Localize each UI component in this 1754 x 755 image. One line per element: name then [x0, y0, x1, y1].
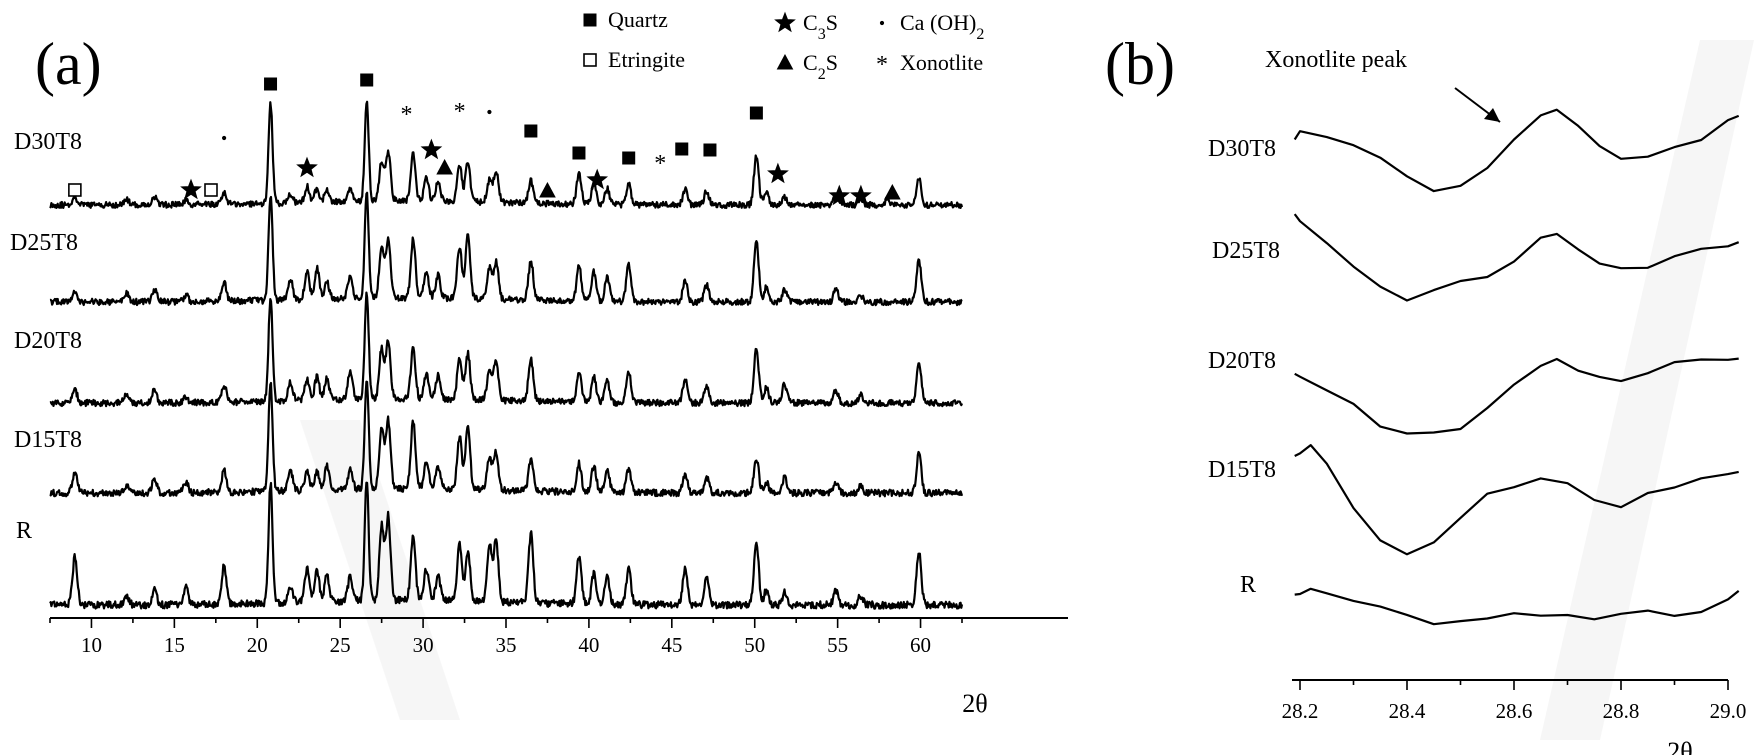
- phase-marker: [296, 156, 318, 178]
- series-label-d30t8: D30T8: [14, 129, 82, 155]
- series-label-d15t8: D15T8: [14, 427, 82, 453]
- zoom-trace-d30t8: [1293, 108, 1740, 193]
- series-label-r: R: [16, 518, 32, 544]
- watermark: [300, 40, 1754, 740]
- phase-marker: [436, 158, 453, 175]
- legend-label: C3S: [803, 10, 838, 43]
- panel-a-x-axis-label: 2θ: [962, 689, 987, 718]
- panel-a: (a) * * * Quartz Etringite C3S C2S Ca (OH)2 * Xo…: [10, 7, 1068, 718]
- phase-marker: [703, 143, 717, 157]
- xrd-trace-r: [49, 481, 964, 610]
- phase-marker: [749, 106, 763, 120]
- panel-a-phase-markers: * * *: [68, 73, 901, 206]
- zoom-series-label-d30t8: D30T8: [1208, 136, 1276, 162]
- legend-symbol: [774, 11, 796, 33]
- x-tick-label: 25: [330, 633, 351, 657]
- phase-marker: *: [654, 151, 666, 177]
- annotation-arrow: [1454, 87, 1501, 123]
- xrd-trace-d15t8: [49, 380, 964, 498]
- panel-b: (b) Xonotlite peak D30T8 D25T8 D20T8 D15T8 R…: [1105, 31, 1746, 755]
- phase-marker: [222, 135, 227, 141]
- phase-marker: [572, 146, 586, 160]
- phase-marker: [180, 178, 202, 200]
- zoom-series-label-d15t8: D15T8: [1208, 457, 1276, 483]
- panel-a-legend: Quartz Etringite C3S C2S Ca (OH)2 * Xonotlite: [583, 7, 984, 83]
- phase-marker: *: [401, 102, 413, 128]
- x-tick-label: 20: [247, 633, 268, 657]
- zoom-x-tick-label: 29.0: [1710, 699, 1747, 723]
- panel-b-label: (b): [1105, 31, 1175, 97]
- zoom-series-label-d25t8: D25T8: [1212, 238, 1280, 264]
- zoom-x-tick-label: 28.6: [1496, 699, 1533, 723]
- x-tick-label: 60: [910, 633, 931, 657]
- xrd-trace-d30t8: [49, 100, 964, 210]
- legend-symbol: *: [876, 52, 888, 78]
- x-tick-label: 40: [578, 633, 599, 657]
- x-tick-label: 55: [827, 633, 848, 657]
- legend-symbol: [776, 53, 794, 70]
- xrd-trace-d25t8: [49, 191, 963, 307]
- x-tick-label: 30: [413, 633, 434, 657]
- xrd-trace-d20t8: [49, 291, 964, 408]
- phase-marker: [264, 77, 278, 91]
- zoom-x-tick-label: 28.4: [1389, 699, 1426, 723]
- legend-label: Ca (OH)2: [900, 10, 984, 43]
- series-label-d20t8: D20T8: [14, 328, 82, 354]
- legend-label: Quartz: [608, 7, 668, 32]
- zoom-trace-d15t8: [1294, 444, 1739, 556]
- phase-marker: [884, 183, 901, 200]
- series-label-d25t8: D25T8: [10, 230, 78, 256]
- phase-marker: [828, 184, 851, 206]
- x-tick-label: 45: [661, 633, 682, 657]
- legend-symbol: [583, 13, 597, 27]
- panel-b-series-labels: D30T8 D25T8 D20T8 D15T8 R: [1208, 136, 1280, 598]
- zoom-series-label-r: R: [1240, 572, 1256, 598]
- zoom-x-tick-label: 28.2: [1282, 699, 1319, 723]
- zoom-series-label-d20t8: D20T8: [1208, 348, 1276, 374]
- panel-a-traces: [49, 100, 964, 610]
- legend-label: Etringite: [608, 47, 685, 72]
- zoom-trace-d25t8: [1293, 213, 1740, 302]
- zoom-trace-d20t8: [1294, 357, 1739, 435]
- panel-a-series-labels: D30T8 D25T8 D20T8 D15T8 R: [10, 129, 82, 544]
- x-tick-label: 15: [164, 633, 185, 657]
- phase-marker: [622, 151, 636, 165]
- phase-marker: [675, 142, 689, 156]
- phase-marker: [360, 73, 374, 87]
- phase-marker: [539, 181, 556, 198]
- legend-symbol: [583, 53, 597, 67]
- x-tick-label: 35: [496, 633, 517, 657]
- zoom-trace-r: [1294, 587, 1740, 626]
- phase-marker: [586, 168, 609, 190]
- phase-marker: [767, 162, 789, 184]
- panel-b-x-axis-label: 2θ: [1667, 737, 1692, 755]
- panel-b-traces: [1293, 108, 1740, 626]
- panel-a-x-ticks: 10 15 20 25 30 35 40 45 50 55 60: [49, 618, 963, 657]
- zoom-x-tick-label: 28.8: [1603, 699, 1640, 723]
- x-tick-label: 50: [744, 633, 765, 657]
- legend-label: Xonotlite: [900, 50, 983, 75]
- legend-label: C2S: [803, 50, 838, 83]
- phase-marker: [524, 124, 538, 138]
- panel-b-x-ticks: 28.2 28.4 28.6 28.8 29.0: [1282, 680, 1747, 723]
- phase-marker: *: [454, 99, 466, 125]
- phase-marker: [487, 109, 492, 115]
- panel-a-label: (a): [35, 31, 102, 97]
- legend-symbol: [879, 20, 885, 26]
- phase-marker: [204, 183, 218, 197]
- x-tick-label: 10: [81, 633, 102, 657]
- phase-marker: [849, 184, 872, 206]
- phase-marker: [68, 183, 82, 197]
- xonotlite-peak-annotation: Xonotlite peak: [1265, 47, 1407, 73]
- phase-marker: [420, 138, 443, 160]
